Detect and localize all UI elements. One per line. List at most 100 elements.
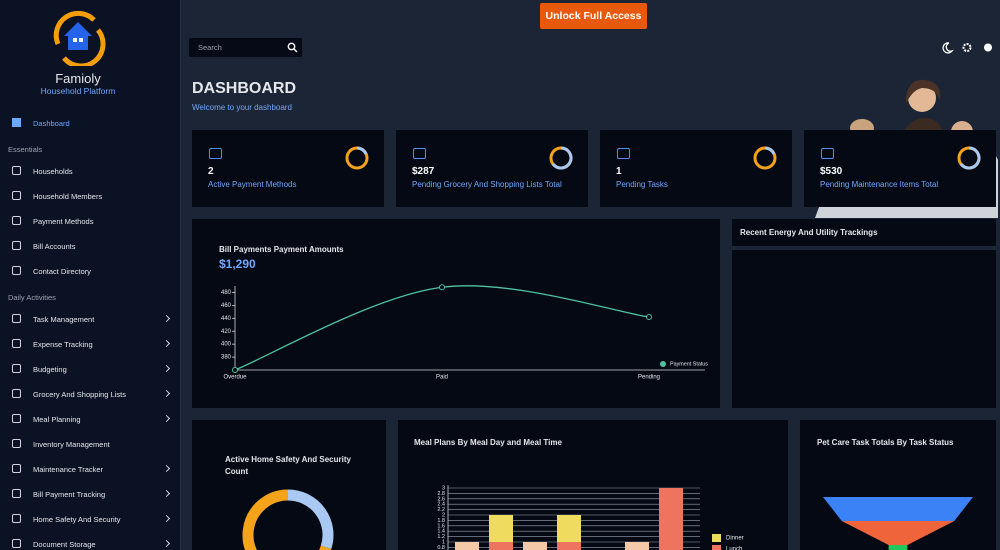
energy-header: Recent Energy And Utility Trackings (732, 219, 996, 246)
energy-title: Recent Energy And Utility Trackings (740, 228, 878, 237)
y-tick-label: 2.4 (437, 502, 445, 508)
tagline: Household Platform (40, 86, 116, 96)
x-tick-label: Overdue (223, 375, 247, 381)
page-subtitle: Welcome to your dashboard (192, 103, 292, 112)
y-tick-label: 420 (221, 329, 232, 335)
stat-icon (821, 148, 834, 159)
stat-label: Active Payment Methods (208, 180, 297, 189)
y-tick-label: 1.2 (437, 534, 445, 540)
stat-value: $287 (412, 166, 435, 177)
sidebar: Famioly Household Platform Dashboard Ess… (0, 0, 181, 550)
nav-item[interactable]: Dashboard (33, 119, 70, 128)
point (232, 367, 238, 373)
nav-icon (12, 241, 21, 250)
bar (523, 542, 547, 550)
nav-icon (12, 439, 21, 448)
nav-item[interactable]: Payment Methods (33, 217, 94, 226)
y-tick-label: 440 (221, 316, 232, 322)
nav-item[interactable]: Document Storage (33, 540, 96, 549)
nav-icon (12, 414, 21, 423)
point (646, 314, 652, 321)
y-tick-label: 3 (442, 485, 445, 491)
nav-icon (12, 166, 21, 175)
unlock-button[interactable]: Unlock Full Access (540, 3, 647, 29)
stat-icon (209, 148, 222, 159)
stat-value: 2 (208, 166, 214, 177)
legend-swatch (712, 534, 721, 542)
funnel-segment (888, 545, 908, 550)
nav-item[interactable]: Inventory Management (33, 440, 110, 449)
line (234, 285, 650, 371)
nav-item[interactable]: Bill Payment Tracking (33, 490, 106, 499)
settings-icon[interactable] (962, 43, 972, 52)
nav-item[interactable]: Grocery And Shopping Lists (33, 390, 126, 399)
stat-value: $530 (820, 166, 843, 177)
nav-item[interactable]: Households (33, 167, 73, 176)
nav-icon (12, 118, 21, 127)
page-title: DASHBOARD (192, 80, 296, 97)
search-placeholder: Search (198, 43, 222, 52)
y-tick-label: 1.6 (437, 523, 445, 529)
funnel-segment (841, 521, 955, 545)
nav-item[interactable]: Contact Directory (33, 267, 91, 276)
nav-icon (12, 489, 21, 498)
stat-label: Pending Maintenance Items Total (820, 180, 939, 189)
legend-label: Lunch (726, 547, 742, 550)
nav-item[interactable]: Maintenance Tracker (33, 465, 104, 474)
nav-item[interactable]: Bill Accounts (33, 242, 76, 251)
funnel-segment (823, 497, 973, 521)
donut-card (192, 420, 386, 550)
stat-icon (617, 148, 630, 159)
nav-icon (12, 364, 21, 373)
nav-icon (12, 216, 21, 225)
y-tick-label: 2.6 (437, 496, 445, 502)
nav-icon (12, 389, 21, 398)
y-tick-label: 1.4 (437, 529, 445, 535)
y-tick-label: 0.8 (437, 545, 445, 550)
bar (557, 542, 581, 550)
y-tick-label: 400 (221, 342, 232, 348)
nav-icon (12, 314, 21, 323)
theme-toggle[interactable] (942, 42, 954, 54)
chart-title: Pet Care Task Totals By Task Status (817, 438, 954, 447)
y-tick-label: 460 (221, 303, 232, 309)
toolbar-icons (942, 42, 992, 54)
stat-value: 1 (616, 166, 622, 177)
nav-icon (12, 514, 21, 523)
chart-title: Bill Payments Payment Amounts (219, 245, 344, 254)
search-icon (287, 42, 298, 53)
nav-item[interactable]: Meal Planning (33, 415, 81, 424)
nav-item[interactable]: Task Management (33, 315, 95, 324)
logo (53, 10, 106, 66)
nav-item[interactable]: Household Members (33, 192, 103, 201)
nav-icon (12, 266, 21, 275)
legend-label: Payment Status (670, 361, 708, 367)
stat-ring (345, 146, 369, 170)
search-box[interactable]: Search (189, 38, 302, 57)
y-tick-label: 380 (221, 355, 232, 361)
bar (455, 542, 479, 550)
chart-title: Meal Plans By Meal Day and Meal Time (414, 438, 562, 447)
legend-swatch (712, 545, 721, 550)
point (439, 284, 445, 291)
nav-item[interactable]: Expense Tracking (33, 340, 93, 349)
stat-card: $530 Pending Maintenance Items Total (804, 130, 996, 207)
nav-section: Daily Activities (8, 293, 56, 302)
nav-item[interactable]: Home Safety And Security (33, 515, 121, 524)
x-tick-label: Paid (436, 375, 448, 381)
bar-card (398, 420, 788, 550)
donut-segment (242, 489, 332, 550)
stat-card: 1 Pending Tasks (600, 130, 792, 207)
nav-item[interactable]: Budgeting (33, 365, 67, 374)
stat-ring (957, 146, 981, 170)
nav-icon (12, 191, 21, 200)
nav-section: Essentials (8, 145, 43, 154)
stat-label: Pending Tasks (616, 180, 668, 189)
brand: Famioly (55, 71, 101, 86)
stat-label: Pending Grocery And Shopping Lists Total (412, 180, 562, 189)
profile-icon[interactable] (984, 43, 992, 52)
y-tick-label: 480 (221, 290, 232, 296)
nav-icon (12, 464, 21, 473)
